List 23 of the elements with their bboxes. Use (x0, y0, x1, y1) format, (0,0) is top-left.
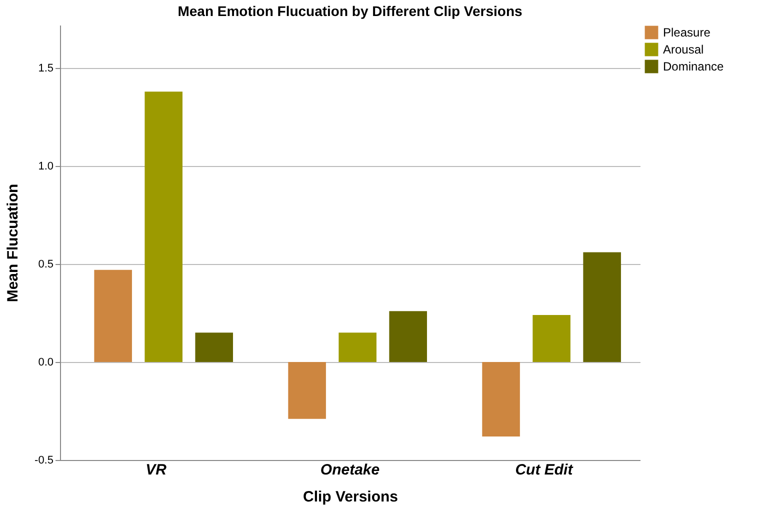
y-tick-label: 0.5 (38, 258, 54, 271)
bar (338, 332, 376, 362)
y-axis-title: Mean Flucuation (4, 184, 22, 302)
chart-title: Mean Emotion Flucuation by Different Clip Versions (178, 3, 523, 19)
bar (195, 332, 234, 362)
x-tick-label: VR (146, 462, 167, 478)
bar (144, 92, 182, 362)
legend-label: Pleasure (663, 26, 711, 40)
y-tick-label: 1.0 (38, 160, 54, 173)
y-tick-label: -0.5 (34, 454, 54, 466)
x-axis-title: Clip Versions (302, 488, 398, 506)
y-tick-label: 0.0 (38, 356, 54, 369)
legend-label: Dominance (663, 60, 724, 74)
y-tick-label: 1.5 (38, 62, 54, 75)
bar (482, 362, 520, 436)
bar (94, 270, 132, 362)
x-tick-label: Cut Edit (515, 462, 574, 478)
legend-label: Arousal (663, 42, 704, 56)
bar (288, 362, 326, 419)
bar (389, 311, 427, 362)
bar (532, 315, 570, 362)
x-tick-label: Onetake (320, 462, 380, 478)
bar (583, 252, 621, 362)
